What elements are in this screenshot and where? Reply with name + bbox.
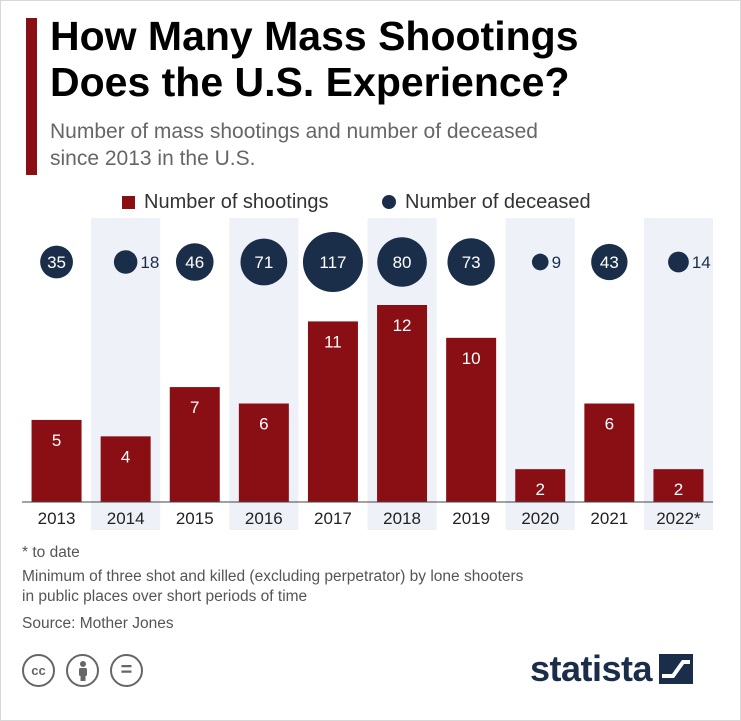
- bubble-deceased: [377, 237, 427, 287]
- x-tick-label: 2014: [107, 509, 145, 528]
- bar-shootings: [377, 305, 428, 502]
- subtitle-line-2: since 2013 in the U.S.: [50, 147, 256, 170]
- x-tick-label: 2016: [245, 509, 283, 528]
- cc-icon[interactable]: cc: [22, 654, 55, 687]
- footnote-method: Minimum of three shot and killed (exclud…: [22, 567, 523, 607]
- bar-value-label: 6: [605, 415, 614, 434]
- bar-value-label: 2: [536, 480, 545, 499]
- bubble-value-label: 18: [140, 253, 159, 272]
- statista-logo-icon: [659, 654, 694, 684]
- bubble-value-label: 117: [319, 253, 346, 272]
- statista-logo[interactable]: statista: [530, 648, 694, 690]
- bubble-deceased: [113, 250, 138, 274]
- bar-value-label: 7: [190, 398, 199, 417]
- bar-value-label: 10: [462, 349, 481, 368]
- bar-shootings: [653, 469, 704, 502]
- bubble-value-label: 73: [462, 253, 481, 272]
- bar-value-label: 6: [259, 415, 268, 434]
- bar-value-label: 11: [324, 332, 342, 351]
- footnote-method-line-2: in public places over short periods of t…: [22, 588, 308, 605]
- x-tick-label: 2020: [521, 509, 559, 528]
- bubble-value-label: 14: [692, 253, 711, 272]
- bubble-deceased: [591, 243, 628, 281]
- title-line-2: Does the U.S. Experience?: [50, 59, 570, 105]
- title-accent-bar: [26, 18, 37, 175]
- bubble-deceased: [668, 251, 689, 273]
- x-tick-label: 2018: [383, 509, 421, 528]
- bubble-value-label: 80: [393, 253, 412, 272]
- bar-value-label: 4: [121, 447, 130, 466]
- x-tick-label: 2015: [176, 509, 214, 528]
- no-derivatives-icon[interactable]: =: [110, 654, 143, 687]
- legend-label-deceased: Number of deceased: [405, 190, 591, 213]
- chart-legend: Number of shootings Number of deceased: [0, 188, 741, 216]
- x-tick-label: 2017: [314, 509, 352, 528]
- x-tick-label: 2021: [590, 509, 628, 528]
- x-tick-label: 2022*: [656, 509, 701, 528]
- bar-value-label: 2: [674, 480, 683, 499]
- legend-swatch-shootings: [122, 195, 135, 209]
- bar-shootings: [446, 337, 497, 502]
- subtitle-line-1: Number of mass shootings and number of d…: [50, 120, 538, 143]
- chart-canvas: 5 35 2013 4 18 2014 7 46 2015 6 71 2016 11 117 2017 12 8…: [22, 218, 713, 530]
- legend-swatch-deceased: [382, 195, 396, 209]
- bar-shootings: [31, 419, 82, 502]
- legend-item-deceased: Number of deceased: [382, 188, 591, 216]
- bubble-deceased: [240, 238, 288, 286]
- legend-label-shootings: Number of shootings: [144, 190, 329, 213]
- footnote-to-date: * to date: [22, 544, 80, 561]
- bubble-value-label: 43: [600, 253, 619, 272]
- bar-shootings: [584, 403, 635, 502]
- bubble-deceased: [40, 245, 73, 279]
- footnote-method-line-1: Minimum of three shot and killed (exclud…: [22, 568, 524, 585]
- attribution-person-glyph: [78, 660, 87, 681]
- chart-title: How Many Mass Shootings Does the U.S. Ex…: [50, 13, 690, 105]
- bubble-value-label: 46: [185, 253, 204, 272]
- legend-item-shootings: Number of shootings: [122, 188, 329, 216]
- bubble-deceased: [531, 253, 549, 271]
- x-tick-label: 2019: [452, 509, 490, 528]
- bar-shootings: [515, 469, 566, 502]
- bubble-value-label: 9: [552, 253, 561, 272]
- license-icons: cc =: [22, 654, 154, 687]
- attribution-icon[interactable]: [66, 654, 99, 687]
- x-tick-label: 2013: [38, 509, 76, 528]
- bubble-value-label: 71: [254, 253, 273, 272]
- bar-shootings: [307, 321, 358, 502]
- bar-shootings: [238, 403, 289, 502]
- bar-value-label: 12: [393, 316, 412, 335]
- bar-shootings: [100, 436, 151, 502]
- bar-shootings: [169, 387, 220, 502]
- statista-wordmark: statista: [530, 648, 653, 689]
- chart-subtitle: Number of mass shootings and number of d…: [50, 118, 690, 172]
- bar-value-label: 5: [52, 431, 61, 450]
- title-line-1: How Many Mass Shootings: [50, 13, 579, 59]
- bubble-deceased: [175, 243, 214, 281]
- bubble-deceased: [447, 238, 495, 286]
- source-note: Source: Mother Jones: [22, 615, 174, 632]
- bubble-deceased: [302, 232, 363, 292]
- bubble-value-label: 35: [47, 253, 66, 272]
